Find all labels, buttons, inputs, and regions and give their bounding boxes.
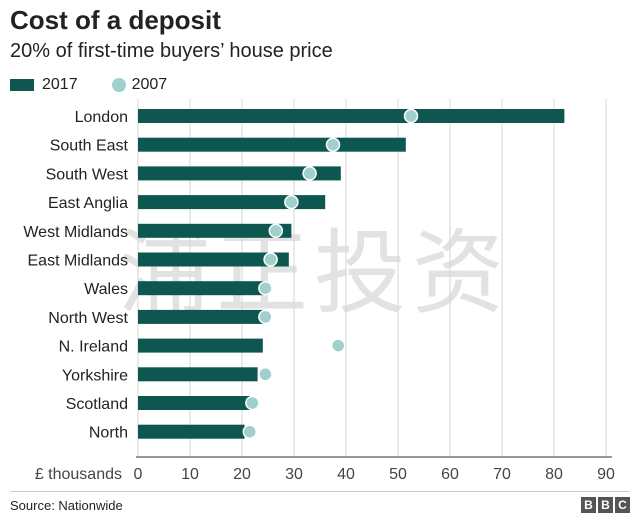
category-label: Yorkshire <box>62 367 128 384</box>
x-tick-label: 90 <box>597 466 615 483</box>
x-tick-label: 0 <box>134 466 143 483</box>
dot-2007 <box>268 223 284 239</box>
legend-swatch-2007 <box>111 78 126 92</box>
bar-2017 <box>138 367 258 382</box>
category-label: N. Ireland <box>59 339 128 356</box>
bar-2017 <box>138 424 245 439</box>
category-label: Scotland <box>66 396 128 413</box>
source-note: Source: Nationwide <box>10 498 123 513</box>
bar-2017 <box>138 252 289 267</box>
bbc-logo: B B C <box>581 497 630 513</box>
dot-2007 <box>325 137 341 152</box>
dot-2007 <box>284 194 299 210</box>
dot-2007 <box>258 367 273 382</box>
dot-2007 <box>258 309 273 325</box>
bar-2017 <box>138 137 406 152</box>
x-tick-label: 50 <box>389 466 407 483</box>
bar-2017 <box>138 396 250 410</box>
category-label: South West <box>46 166 129 183</box>
category-label: Wales <box>84 281 128 298</box>
dot-2007 <box>302 166 317 181</box>
bar-2017 <box>138 309 266 324</box>
x-tick-label: 30 <box>285 466 303 483</box>
x-tick-label: 70 <box>493 466 511 483</box>
dot-2007 <box>242 424 258 439</box>
bar-2017 <box>138 195 326 210</box>
bar-2017 <box>138 281 268 296</box>
footer-divider <box>10 491 630 492</box>
bar-2017 <box>138 109 565 123</box>
x-tick-label: 80 <box>545 466 563 483</box>
legend: 2017 2007 <box>10 76 167 94</box>
dot-2007 <box>403 108 419 124</box>
category-label: London <box>75 109 128 126</box>
bar-2017 <box>138 223 292 238</box>
bar-2017 <box>138 166 341 181</box>
category-label: South East <box>50 138 129 155</box>
dot-2007 <box>258 280 273 296</box>
dot-2007 <box>263 252 278 267</box>
legend-label-2007: 2007 <box>131 76 168 93</box>
dot-2007 <box>330 338 346 353</box>
category-label: North <box>89 425 128 442</box>
bbc-logo-letter: B <box>598 497 613 513</box>
bar-2017 <box>138 338 263 353</box>
x-tick-label: 40 <box>337 466 355 483</box>
x-tick-label: 60 <box>441 466 459 483</box>
category-label: East Anglia <box>48 195 128 212</box>
x-tick-label: 20 <box>233 466 251 483</box>
legend-swatch-2017 <box>10 79 34 91</box>
watermark-text: 浦正投资 <box>118 220 510 327</box>
legend-label-2017: 2017 <box>42 76 78 93</box>
dot-2007 <box>245 395 260 411</box>
x-axis-label: £ thousands <box>35 466 122 483</box>
bbc-logo-letter: C <box>615 497 630 513</box>
x-tick-label: 10 <box>181 466 199 483</box>
category-label: West Midlands <box>23 224 128 241</box>
chart-title: Cost of a deposit <box>10 5 221 35</box>
category-label: East Midlands <box>28 253 129 270</box>
chart-subtitle: 20% of first-time buyers’ house price <box>10 40 333 62</box>
category-label: North West <box>48 310 128 327</box>
bbc-logo-letter: B <box>581 497 596 513</box>
